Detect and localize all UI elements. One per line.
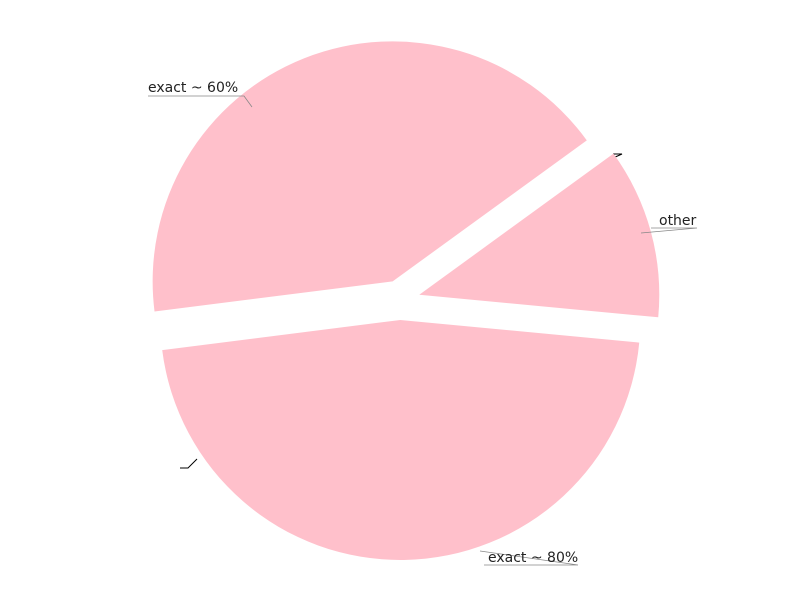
pie-slice-2 <box>162 319 640 560</box>
leader-line-4 <box>640 227 698 234</box>
pie-slice-4 <box>419 153 660 318</box>
slice-label-4: other <box>659 213 697 229</box>
leader-line-0 <box>148 95 253 108</box>
leader-line-1 <box>180 458 198 469</box>
slice-label-0: exact ~ 60% <box>148 80 238 96</box>
slice-label-2: exact ~ 80% <box>488 550 578 566</box>
leader-line-2 <box>479 550 579 566</box>
pie-slice-0 <box>152 41 587 312</box>
